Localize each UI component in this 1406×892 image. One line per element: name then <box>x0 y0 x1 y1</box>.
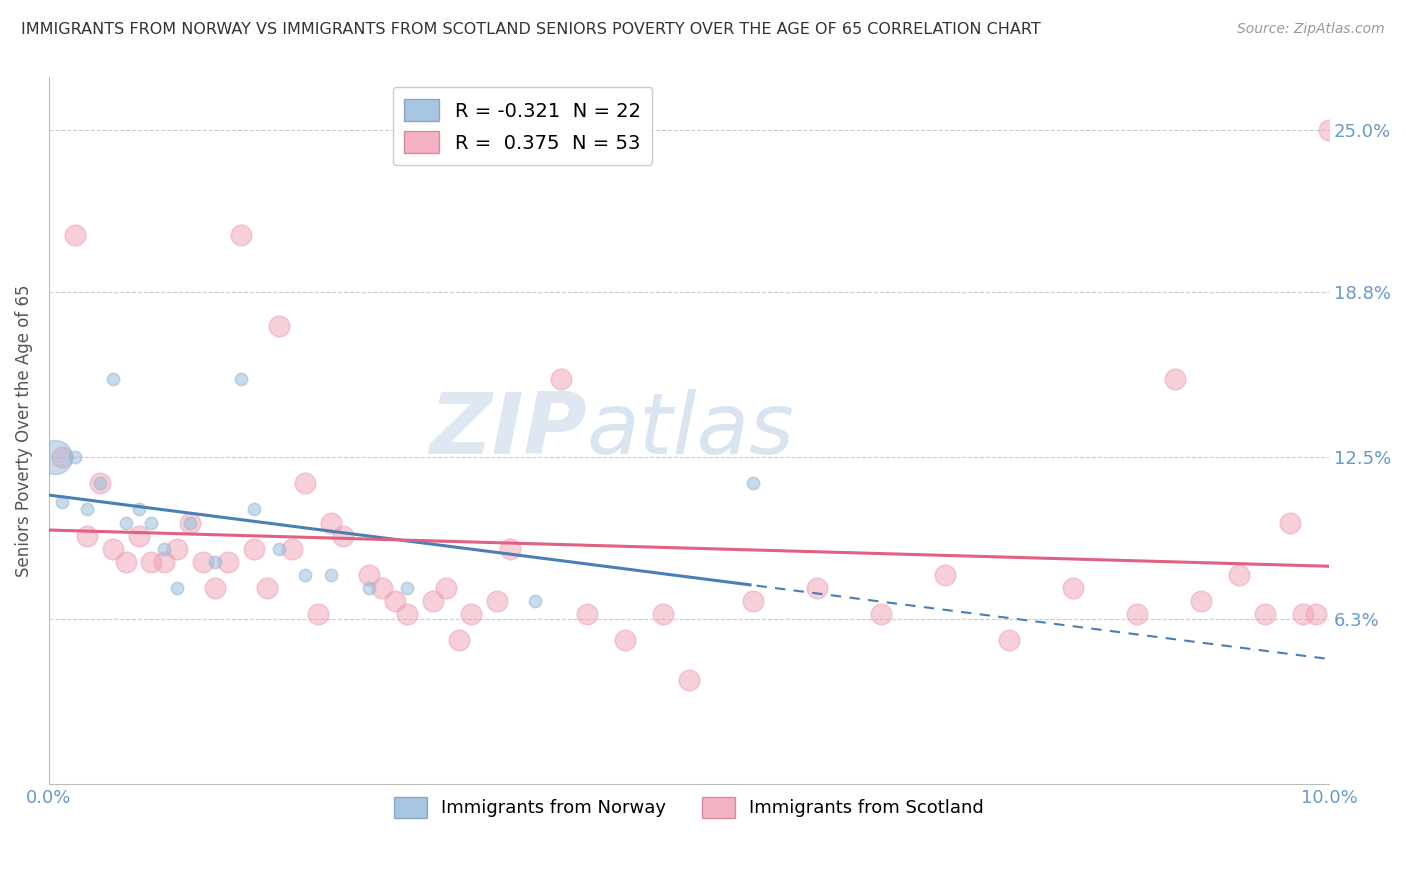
Point <box>89 476 111 491</box>
Point <box>76 529 98 543</box>
Point <box>101 371 124 385</box>
Point <box>153 555 176 569</box>
Point <box>242 541 264 556</box>
Point <box>396 607 419 622</box>
Point <box>229 227 252 242</box>
Point <box>575 607 598 622</box>
Point <box>678 673 700 687</box>
Point <box>742 594 765 608</box>
Point <box>1189 594 1212 608</box>
Point <box>742 476 765 491</box>
Point <box>166 541 188 556</box>
Point <box>217 555 239 569</box>
Point <box>870 607 893 622</box>
Text: Source: ZipAtlas.com: Source: ZipAtlas.com <box>1237 22 1385 37</box>
Point <box>357 568 380 582</box>
Point <box>499 541 522 556</box>
Point <box>998 633 1021 648</box>
Point <box>128 529 150 543</box>
Point <box>1305 607 1327 622</box>
Point <box>1062 581 1084 595</box>
Point <box>1254 607 1277 622</box>
Point <box>269 319 291 334</box>
Text: IMMIGRANTS FROM NORWAY VS IMMIGRANTS FROM SCOTLAND SENIORS POVERTY OVER THE AGE : IMMIGRANTS FROM NORWAY VS IMMIGRANTS FRO… <box>21 22 1040 37</box>
Point <box>1126 607 1149 622</box>
Point <box>332 529 354 543</box>
Point <box>384 594 406 608</box>
Point <box>269 541 291 556</box>
Point <box>294 476 316 491</box>
Point <box>179 516 201 530</box>
Point <box>613 633 636 648</box>
Point <box>652 607 675 622</box>
Point <box>371 581 394 595</box>
Legend: Immigrants from Norway, Immigrants from Scotland: Immigrants from Norway, Immigrants from … <box>387 789 991 825</box>
Point <box>1279 516 1302 530</box>
Point <box>934 568 956 582</box>
Point <box>357 581 380 595</box>
Point <box>1164 371 1187 385</box>
Point <box>485 594 508 608</box>
Point <box>153 541 176 556</box>
Point <box>550 371 572 385</box>
Point <box>114 555 136 569</box>
Point <box>806 581 828 595</box>
Point <box>242 502 264 516</box>
Point <box>319 516 342 530</box>
Point <box>63 227 86 242</box>
Point <box>1292 607 1315 622</box>
Point <box>204 555 226 569</box>
Point <box>101 541 124 556</box>
Point <box>51 494 73 508</box>
Point <box>447 633 470 648</box>
Point <box>141 516 163 530</box>
Point <box>166 581 188 595</box>
Point <box>44 450 66 464</box>
Point <box>63 450 86 464</box>
Point <box>434 581 457 595</box>
Point <box>229 371 252 385</box>
Point <box>76 502 98 516</box>
Point <box>89 476 111 491</box>
Point <box>294 568 316 582</box>
Text: atlas: atlas <box>586 390 794 473</box>
Point <box>256 581 278 595</box>
Text: ZIP: ZIP <box>429 390 586 473</box>
Point <box>422 594 444 608</box>
Y-axis label: Seniors Poverty Over the Age of 65: Seniors Poverty Over the Age of 65 <box>15 285 32 577</box>
Point <box>281 541 304 556</box>
Point <box>524 594 547 608</box>
Point <box>128 502 150 516</box>
Point <box>51 450 73 464</box>
Point <box>141 555 163 569</box>
Point <box>396 581 419 595</box>
Point <box>319 568 342 582</box>
Point <box>1227 568 1250 582</box>
Point <box>204 581 226 595</box>
Point <box>191 555 214 569</box>
Point <box>1317 123 1340 137</box>
Point <box>114 516 136 530</box>
Point <box>307 607 329 622</box>
Point <box>179 516 201 530</box>
Point <box>460 607 482 622</box>
